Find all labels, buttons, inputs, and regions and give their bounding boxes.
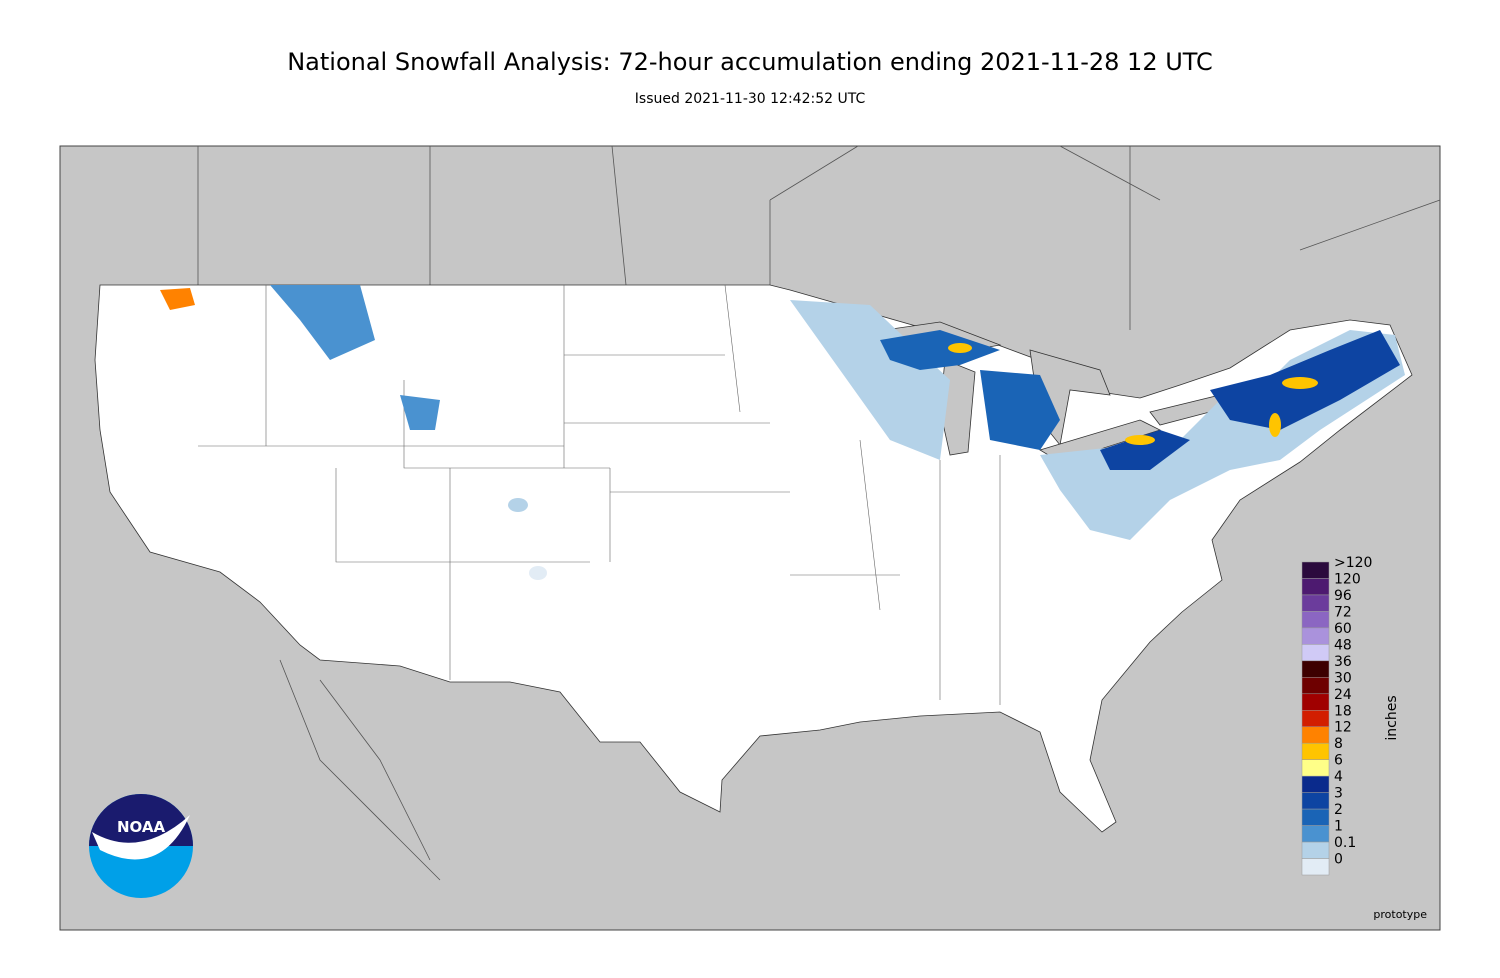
legend-label: 0 <box>1334 852 1343 868</box>
legend-swatch <box>1301 742 1330 760</box>
legend-swatch <box>1301 644 1330 662</box>
legend-title: inches <box>1384 695 1400 740</box>
legend-swatch <box>1301 578 1330 596</box>
legend-label: >120 <box>1334 555 1372 571</box>
legend-swatch <box>1301 825 1330 843</box>
legend-swatch <box>1301 677 1330 695</box>
legend-label: 1 <box>1334 819 1343 835</box>
legend-swatch <box>1301 775 1330 793</box>
legend-label: 30 <box>1334 670 1352 686</box>
legend-swatch <box>1301 710 1330 727</box>
map <box>59 145 1441 931</box>
noaa-logo: NOAA <box>89 794 193 898</box>
legend-label: 3 <box>1334 786 1343 802</box>
state-borders <box>198 284 1001 705</box>
title: National Snowfall Analysis: 72-hour accu… <box>287 48 1213 76</box>
snowfall <box>160 285 1405 580</box>
note: prototype <box>1373 908 1427 921</box>
legend-swatch <box>1301 693 1330 711</box>
legend-label: 96 <box>1334 588 1352 604</box>
legend-label: 2 <box>1334 802 1343 818</box>
legend-swatch <box>1301 627 1330 645</box>
legend-swatch <box>1301 726 1330 744</box>
legend-swatch <box>1301 792 1330 810</box>
legend-swatch <box>1301 759 1330 777</box>
legend-label: 4 <box>1334 769 1343 785</box>
legend: inches >1201209672604836302418128643210.… <box>1301 555 1400 876</box>
legend-label: 120 <box>1334 571 1361 587</box>
legend-label: 36 <box>1334 654 1352 670</box>
legend-label: 48 <box>1334 637 1352 653</box>
subtitle: Issued 2021-11-30 12:42:52 UTC <box>635 91 866 107</box>
legend-swatch <box>1301 561 1330 579</box>
legend-label: 24 <box>1334 687 1352 703</box>
legend-label: 6 <box>1334 753 1343 769</box>
legend-label: 60 <box>1334 621 1352 637</box>
legend-label: 18 <box>1334 703 1352 719</box>
legend-swatch <box>1301 660 1330 678</box>
logo-text: NOAA <box>117 818 166 836</box>
legend-label: 0.1 <box>1334 835 1356 851</box>
legend-swatch <box>1301 594 1330 612</box>
legend-swatch <box>1301 858 1330 876</box>
legend-swatch <box>1301 808 1330 826</box>
legend-swatch <box>1301 841 1330 859</box>
legend-label: 8 <box>1334 736 1343 752</box>
legend-swatch <box>1301 611 1330 629</box>
legend-label: 72 <box>1334 604 1352 620</box>
legend-label: 12 <box>1334 720 1352 736</box>
